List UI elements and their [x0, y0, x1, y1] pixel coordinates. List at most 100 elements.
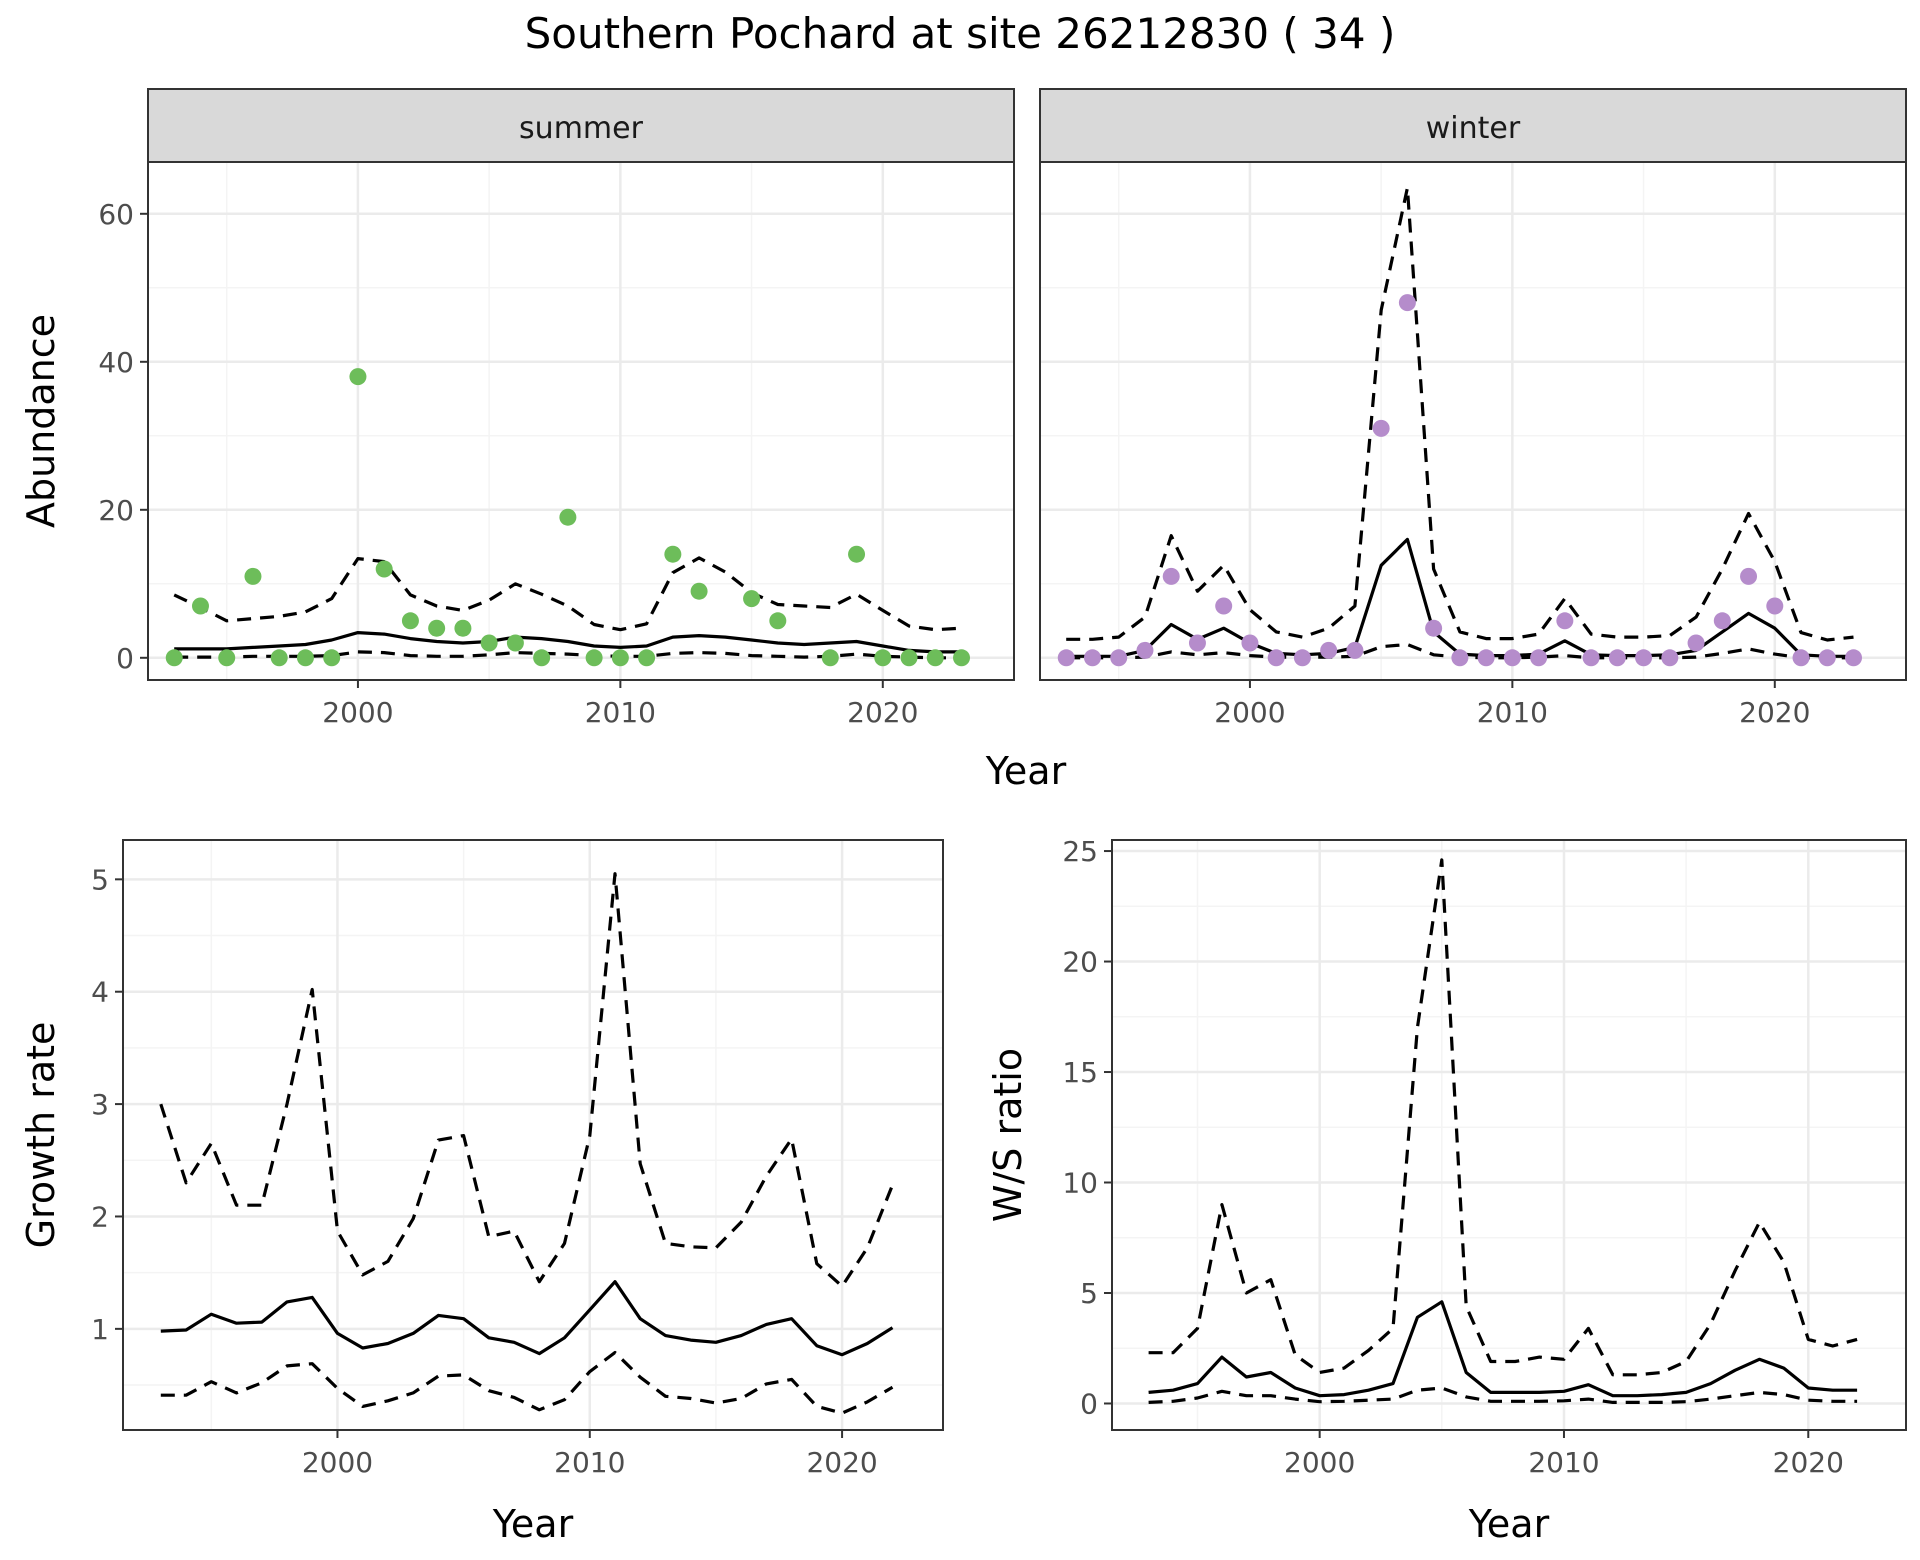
winter-data-point: [1188, 634, 1206, 652]
summer-data-point: [375, 560, 393, 578]
winter-data-point: [1582, 649, 1600, 667]
panel-summer: summer 0 20 40 60 2000 2010 2020 Abundance: [19, 88, 1015, 729]
winter-data-point: [1320, 641, 1338, 659]
ws-lines: [1148, 858, 1858, 1405]
summer-data-point: [533, 649, 551, 667]
summer-data-point: [296, 649, 314, 667]
winter-data-point: [1477, 649, 1495, 667]
ws-y-tick-label: 10: [1062, 1167, 1098, 1200]
growth-lines: [159, 872, 894, 1415]
summer-data-point: [611, 649, 629, 667]
ws-y-tick-label: 5: [1080, 1277, 1098, 1310]
growth-y-tick-label: 4: [91, 976, 109, 1009]
winter-data-point: [1398, 294, 1416, 312]
growth-panel-border: [122, 839, 944, 1431]
ws-x-tick-labels: 2000 2010 2020: [1284, 1430, 1844, 1479]
growth-y-tick-label: 3: [91, 1088, 109, 1121]
summer-data-point: [585, 649, 603, 667]
summer-y-tick-label: 20: [98, 494, 134, 527]
panel-winter: winter 2000 2010 2020: [1039, 88, 1907, 729]
winter-data-point: [1556, 612, 1574, 630]
ws-y-tick-label: 20: [1062, 946, 1098, 979]
summer-x-tick-label: 2020: [847, 696, 918, 729]
winter-data-point: [1346, 641, 1364, 659]
winter-data-point: [1267, 649, 1285, 667]
winter-upper-bound-line: [1066, 186, 1854, 642]
winter-x-tick-labels: 2000 2010 2020: [1214, 680, 1810, 729]
summer-data-point: [454, 619, 472, 637]
growth-upper-bound-line: [159, 872, 894, 1288]
ws-y-tick-labels: 0 5 10 15 20 25: [1062, 835, 1112, 1420]
growth-x-tick-label: 2010: [554, 1446, 625, 1479]
winter-data-point: [1792, 649, 1810, 667]
growth-x-tick-label: 2000: [302, 1446, 373, 1479]
summer-strip: [147, 88, 1015, 163]
winter-data-point: [1740, 567, 1758, 585]
growth-lower-bound-line: [160, 1350, 894, 1415]
summer-data-point: [401, 612, 419, 630]
summer-y-tick-labels: 0 20 40 60: [98, 198, 148, 675]
winter-data-point: [1293, 649, 1311, 667]
summer-data-point: [244, 567, 262, 585]
summer-data-point: [664, 545, 682, 563]
summer-estimate-line: [174, 630, 962, 654]
ws-upper-bound-line: [1148, 858, 1858, 1377]
summer-data-point: [848, 545, 866, 563]
summer-data-point: [191, 597, 209, 615]
summer-data-point: [323, 649, 341, 667]
summer-data-point: [743, 590, 761, 608]
winter-data-point: [1766, 597, 1784, 615]
ws-y-tick-label: 0: [1080, 1387, 1098, 1420]
winter-data-point: [1057, 649, 1075, 667]
winter-data-point: [1713, 612, 1731, 630]
winter-data-point: [1503, 649, 1521, 667]
figure-title: Southern Pochard at site 26212830 ( 34 ): [525, 9, 1396, 58]
panel-growth: 1 2 3 4 5 2000 2010 2020 Growth rate Year: [19, 839, 944, 1546]
winter-data-point: [1608, 649, 1626, 667]
growth-grid: [123, 840, 943, 1430]
ws-x-tick-label: 2020: [1773, 1446, 1844, 1479]
ws-y-tick-label: 25: [1062, 835, 1098, 868]
winter-data-point: [1136, 641, 1154, 659]
ws-panel-border: [1111, 839, 1907, 1431]
winter-data-point: [1635, 649, 1653, 667]
summer-data-point: [821, 649, 839, 667]
growth-x-tick-labels: 2000 2010 2020: [302, 1430, 878, 1479]
summer-data-point: [428, 619, 446, 637]
summer-data-point: [953, 649, 971, 667]
top-x-axis-label: Year: [985, 749, 1067, 793]
winter-x-tick-label: 2020: [1739, 696, 1810, 729]
winter-data-point: [1110, 649, 1128, 667]
winter-data-point: [1241, 634, 1259, 652]
winter-data-point: [1162, 567, 1180, 585]
summer-x-tick-labels: 2000 2010 2020: [322, 680, 918, 729]
summer-data-point: [900, 649, 918, 667]
summer-data-point: [559, 508, 577, 526]
growth-y-tick-label: 1: [91, 1313, 109, 1346]
winter-data-point: [1818, 649, 1836, 667]
ws-x-tick-label: 2010: [1528, 1446, 1599, 1479]
summer-y-tick-label: 60: [98, 198, 134, 231]
winter-data-point: [1372, 419, 1390, 437]
summer-data-point: [165, 649, 183, 667]
winter-strip: [1039, 88, 1907, 163]
winter-grid: [1040, 162, 1907, 680]
summer-data-point: [690, 582, 708, 600]
panel-ws-ratio: 0 5 10 15 20 25 2000 2010 2020 W/S ratio Year: [986, 835, 1907, 1546]
summer-data-point: [874, 649, 892, 667]
winter-x-tick-label: 2010: [1477, 696, 1548, 729]
summer-data-point: [349, 368, 367, 386]
winter-x-tick-label: 2000: [1214, 696, 1285, 729]
winter-data-point: [1530, 649, 1548, 667]
winter-panel-bg: [1040, 162, 1906, 680]
summer-data-point: [769, 612, 787, 630]
summer-data-point: [506, 634, 524, 652]
summer-y-tick-label: 0: [116, 642, 134, 675]
winter-data-point: [1215, 597, 1233, 615]
ws-grid: [1112, 840, 1906, 1430]
ws-y-axis-label: W/S ratio: [986, 1048, 1030, 1222]
summer-points: [165, 368, 971, 667]
winter-data-point: [1661, 649, 1679, 667]
ws-panel-bg: [1112, 840, 1906, 1430]
